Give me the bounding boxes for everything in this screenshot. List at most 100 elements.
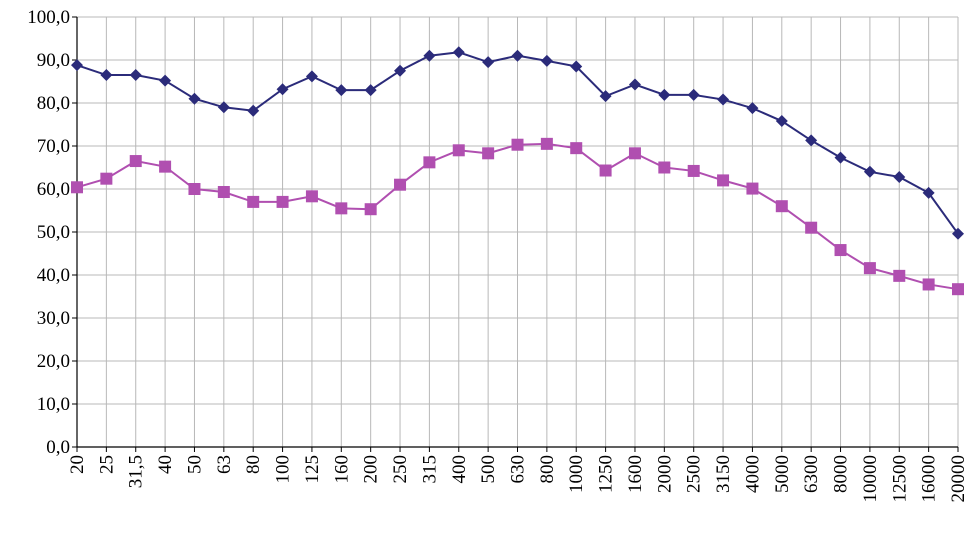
x-tick-label: 80 <box>243 455 264 474</box>
diamond-marker <box>922 186 935 199</box>
square-marker <box>952 283 964 296</box>
series-2 <box>71 137 964 296</box>
x-tick-label: 1000 <box>566 455 587 493</box>
y-tick-label: 40,0 <box>37 265 70 286</box>
square-marker <box>628 147 641 160</box>
diamond-marker <box>276 83 289 96</box>
y-tick-label: 50,0 <box>37 222 70 243</box>
x-tick-label: 630 <box>508 455 529 484</box>
diamond-marker <box>805 134 818 147</box>
square-marker <box>247 195 260 208</box>
diamond-marker <box>952 227 964 240</box>
diamond-marker <box>540 54 553 67</box>
x-tick-label: 315 <box>419 455 440 484</box>
diamond-marker <box>423 49 436 62</box>
diamond-marker <box>188 92 201 105</box>
square-marker <box>217 186 230 199</box>
diamond-marker <box>599 90 612 103</box>
x-tick-label: 800 <box>537 455 558 484</box>
grid-layer <box>76 16 959 448</box>
y-tick-label: 60,0 <box>37 179 70 200</box>
diamond-marker <box>305 70 318 83</box>
diamond-marker <box>658 88 671 101</box>
square-marker <box>834 244 847 257</box>
diamond-marker <box>511 49 524 62</box>
y-tick-label: 100,0 <box>27 7 70 28</box>
x-tick-label: 10000 <box>860 455 881 503</box>
x-tick-label: 400 <box>449 455 470 484</box>
square-marker <box>482 147 495 160</box>
x-tick-label: 500 <box>478 455 499 484</box>
square-marker <box>159 160 172 173</box>
x-tick-label: 100 <box>273 455 294 484</box>
square-marker <box>100 172 113 185</box>
square-marker <box>746 182 759 195</box>
square-marker <box>717 174 730 187</box>
x-tick-label: 40 <box>155 455 176 474</box>
diamond-marker <box>863 165 876 178</box>
diamond-marker <box>394 64 407 77</box>
diamond-marker <box>71 59 83 72</box>
x-tick-label: 12500 <box>889 455 910 503</box>
square-marker <box>922 278 935 291</box>
diamond-marker <box>129 69 142 82</box>
x-tick-labels: 20 25 31,5 40 50 63 80 100 125 160 200 250 315 400 500… <box>67 455 969 503</box>
square-marker <box>452 144 465 157</box>
x-tick-label: 50 <box>184 455 205 474</box>
x-tick-label: 5000 <box>772 455 793 493</box>
diamond-marker <box>834 151 847 164</box>
y-tick-label: 70,0 <box>37 136 70 157</box>
x-tick-label: 4000 <box>742 455 763 493</box>
x-tick-label: 250 <box>390 455 411 484</box>
x-tick-label: 1250 <box>596 455 617 493</box>
square-marker <box>863 262 876 275</box>
y-tick-labels: 0,0 10,0 20,0 30,0 40,0 50,0 60,0 70,0 80,0 90,0 1… <box>27 7 70 458</box>
diamond-marker <box>570 60 583 73</box>
x-tick-label: 16000 <box>919 455 940 503</box>
axis-layer <box>72 16 959 452</box>
x-tick-label: 200 <box>361 455 382 484</box>
x-tick-label: 3150 <box>713 455 734 493</box>
x-tick-label: 1600 <box>625 455 646 493</box>
x-tick-label: 2500 <box>684 455 705 493</box>
y-tick-label: 20,0 <box>37 351 70 372</box>
diamond-marker <box>746 102 759 115</box>
square-marker <box>423 156 436 169</box>
diamond-marker <box>717 93 730 106</box>
x-tick-label: 160 <box>331 455 352 484</box>
square-marker <box>805 221 818 234</box>
diamond-marker <box>452 46 465 59</box>
square-marker <box>276 195 289 208</box>
y-tick-label: 0,0 <box>46 437 70 458</box>
x-tick-label: 25 <box>96 455 117 474</box>
y-tick-label: 30,0 <box>37 308 70 329</box>
x-tick-label: 125 <box>302 455 323 484</box>
diamond-marker <box>628 78 641 91</box>
diamond-marker <box>687 88 700 101</box>
diamond-marker <box>335 84 348 97</box>
square-marker <box>71 181 83 194</box>
square-marker <box>188 183 201 195</box>
x-tick-label: 6300 <box>801 455 822 493</box>
diamond-marker <box>159 74 172 87</box>
square-marker <box>364 203 377 216</box>
diamond-marker <box>217 101 230 114</box>
square-marker <box>893 269 906 282</box>
series-layer <box>71 46 964 296</box>
y-tick-label: 10,0 <box>37 394 70 415</box>
x-tick-label: 20 <box>67 455 88 474</box>
diamond-marker <box>364 84 377 97</box>
y-tick-label: 80,0 <box>37 93 70 114</box>
square-marker <box>599 164 612 177</box>
square-marker <box>687 164 700 177</box>
square-marker <box>335 202 348 215</box>
square-marker <box>305 190 318 203</box>
diamond-marker <box>482 56 495 69</box>
x-tick-label: 2000 <box>654 455 675 493</box>
square-marker <box>540 137 553 150</box>
square-marker <box>775 200 788 213</box>
x-tick-label: 63 <box>214 455 235 474</box>
square-marker <box>129 155 142 168</box>
diamond-marker <box>100 69 113 82</box>
